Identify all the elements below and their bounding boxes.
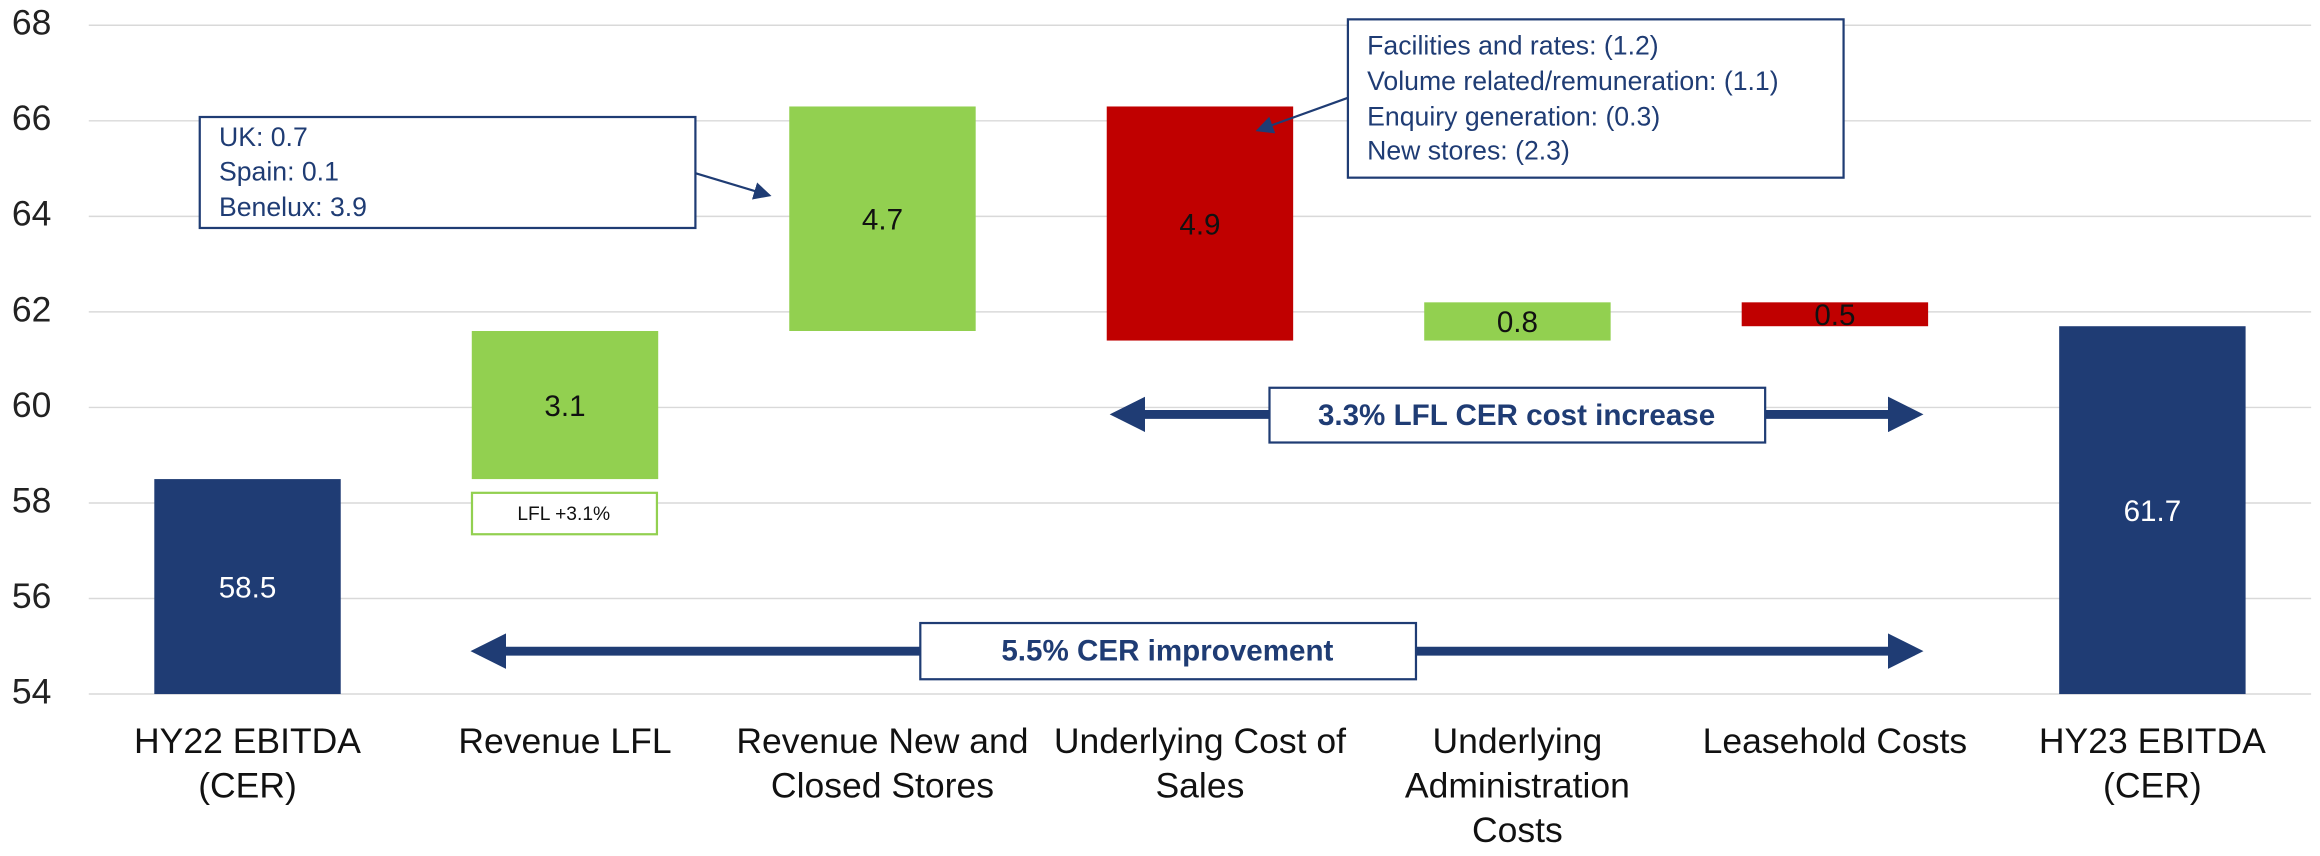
- annotation: Enquiry generation: (0.3): [1367, 102, 1660, 132]
- arrow: [695, 172, 772, 200]
- bars: 58.5 HY22 EBITDA (CER) 3.1 Revenue LFL 4.7 Re…: [134, 106, 2266, 851]
- value-label: 58.5: [219, 571, 277, 604]
- annotation: LFL +3.1%: [517, 504, 610, 525]
- x-tick-label: Underlying Administration Costs: [1404, 722, 1630, 851]
- y-tick-label: 66: [12, 98, 52, 138]
- x-tick-label-box: HY23 EBITDA (CER): [2038, 722, 2266, 807]
- annotation-box: [1268, 386, 1767, 444]
- x-tick-label-box: Revenue New and Closed Stores: [736, 722, 1029, 807]
- value-label: 0.8: [1497, 306, 1538, 339]
- annotation: 5.5% CER improvement: [1001, 634, 1333, 667]
- bar: [154, 479, 341, 695]
- annotation: 3.3% LFL CER cost increase: [1318, 399, 1715, 432]
- y-tick-label: 54: [12, 671, 52, 711]
- y-tick-label: 68: [12, 3, 52, 43]
- bar: [1741, 302, 1929, 327]
- bar: [471, 330, 659, 480]
- x-tick-label-box: Underlying Cost of Sales: [1053, 722, 1346, 807]
- value-label: 3.1: [544, 390, 585, 423]
- x-tick-label: Revenue LFL: [458, 722, 672, 763]
- y-tick-label: 60: [12, 385, 52, 425]
- annotation: Benelux: 3.9: [219, 192, 367, 222]
- arrow: [1255, 96, 1349, 134]
- x-tick-label: Underlying Cost of Sales: [1053, 722, 1346, 807]
- x-tick-label: Revenue New and Closed Stores: [736, 722, 1029, 807]
- bar: [1424, 302, 1611, 341]
- annotation: Facilities and rates: (1.2): [1367, 30, 1659, 60]
- annotation: Spain: 0.1: [219, 156, 339, 186]
- bar: [2059, 326, 2246, 695]
- annotation-box: [198, 115, 697, 230]
- x-tick-label-box: Underlying Administration Costs: [1404, 722, 1630, 851]
- y-tick-label: 56: [12, 576, 52, 616]
- x-tick-label-box: HY22 EBITDA (CER): [134, 722, 361, 807]
- bar: [1106, 106, 1294, 341]
- annotation: Volume related/remuneration: (1.1): [1367, 66, 1778, 96]
- y-tick-label: 58: [12, 480, 52, 520]
- y-tick-label: 62: [12, 289, 52, 329]
- x-tick-label: HY23 EBITDA (CER): [2038, 722, 2266, 807]
- x-tick-label-box: Leasehold Costs: [1702, 722, 1968, 763]
- annotation: UK: 0.7: [219, 122, 308, 152]
- annotation-box: [470, 491, 659, 536]
- x-tick-label: Leasehold Costs: [1702, 722, 1968, 763]
- x-tick-label: HY22 EBITDA (CER): [134, 722, 361, 807]
- annotation-box: [919, 621, 1418, 681]
- value-label: 61.7: [2124, 495, 2182, 528]
- x-tick-label-box: Revenue LFL: [458, 722, 672, 763]
- y-tick-label: 64: [12, 194, 52, 234]
- bar: [789, 106, 976, 331]
- value-label: 4.7: [862, 204, 903, 237]
- value-label: 4.9: [1179, 208, 1220, 241]
- value-label: 0.5: [1814, 299, 1855, 332]
- annotation: New stores: (2.3): [1367, 136, 1570, 166]
